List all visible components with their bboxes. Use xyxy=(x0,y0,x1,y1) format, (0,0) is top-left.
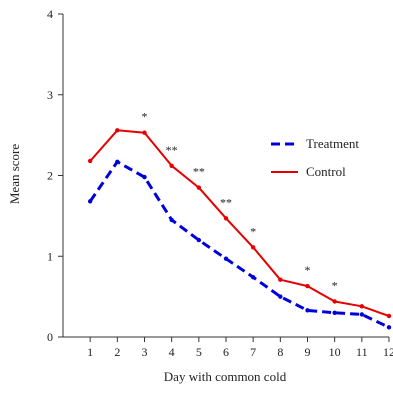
treatment-point xyxy=(142,174,147,180)
control-point xyxy=(87,158,93,164)
x-tick-label: 3 xyxy=(142,345,148,359)
control-point xyxy=(223,216,229,221)
annotations: ********** xyxy=(142,110,338,293)
control-point xyxy=(305,283,310,289)
control-line xyxy=(89,129,390,317)
control-point xyxy=(115,128,120,133)
x-tick-label: 11 xyxy=(356,345,368,359)
y-tick-label: 0 xyxy=(47,330,53,344)
significance-marker: ** xyxy=(220,195,232,209)
treatment-point xyxy=(169,217,174,223)
legend-treatment-label: Treatment xyxy=(306,136,359,151)
x-tick-label: 7 xyxy=(250,345,256,359)
treatment-point xyxy=(223,256,229,261)
treatment-point xyxy=(332,310,337,315)
treatment-point xyxy=(386,325,392,330)
control-point xyxy=(278,277,283,282)
control-point xyxy=(359,304,365,309)
series-layer xyxy=(87,128,392,330)
x-tick-label: 4 xyxy=(169,345,175,359)
control-point xyxy=(250,245,256,250)
x-tick-label: 9 xyxy=(305,345,311,359)
x-tick-label: 5 xyxy=(196,345,202,359)
y-tick-label: 3 xyxy=(47,88,53,102)
treatment-line xyxy=(88,160,390,329)
control-point xyxy=(332,299,337,304)
x-axis-label: Day with common cold xyxy=(164,369,287,384)
y-tick-label: 1 xyxy=(47,249,53,263)
y-tick-label: 4 xyxy=(47,7,53,21)
treatment-point xyxy=(87,199,93,204)
control-point xyxy=(142,130,147,135)
treatment-point xyxy=(305,308,310,313)
x-tick-label: 10 xyxy=(329,345,341,359)
treatment-point xyxy=(115,159,120,164)
treatment-point xyxy=(250,275,256,280)
legend-control-label: Control xyxy=(306,164,346,179)
treatment-point xyxy=(359,312,365,317)
significance-marker: * xyxy=(142,110,148,124)
significance-marker: * xyxy=(250,224,256,238)
significance-marker: ** xyxy=(166,143,178,157)
treatment-point xyxy=(278,294,283,299)
control-point xyxy=(386,313,392,319)
y-tick-label: 2 xyxy=(47,169,53,183)
control-point xyxy=(196,185,202,190)
y-axis-label: Mean score xyxy=(7,144,22,205)
x-tick-label: 12 xyxy=(383,345,393,359)
x-tick-label: 1 xyxy=(87,345,93,359)
significance-marker: * xyxy=(332,278,338,292)
treatment-point xyxy=(196,237,202,243)
legend: Treatment Control xyxy=(271,136,359,179)
x-tick-label: 8 xyxy=(277,345,283,359)
x-tick-label: 2 xyxy=(114,345,120,359)
control-point xyxy=(169,163,174,169)
significance-marker: * xyxy=(305,263,311,277)
significance-marker: ** xyxy=(193,165,205,179)
x-tick-label: 6 xyxy=(223,345,229,359)
